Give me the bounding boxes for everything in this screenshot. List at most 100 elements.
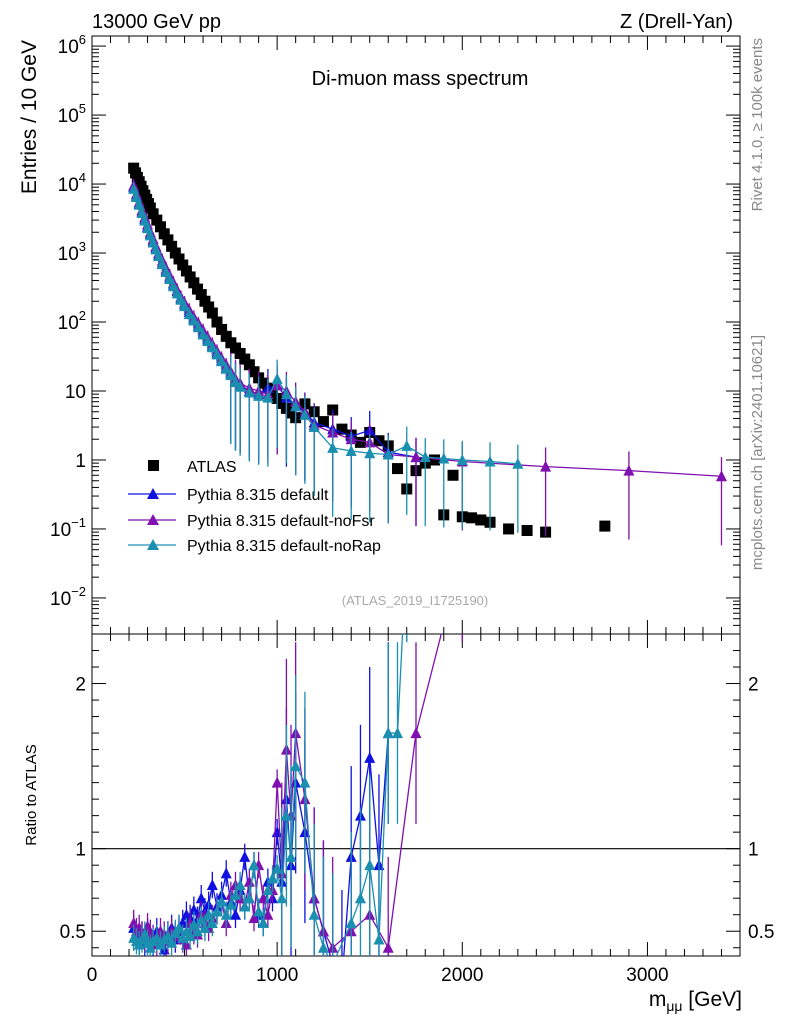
mc-data-point (271, 372, 283, 384)
atlas-data-point (162, 234, 174, 246)
ratio-data-point (285, 850, 297, 862)
atlas-data-point (503, 523, 515, 535)
ratio-data-point (239, 850, 251, 862)
y-tick-label-ratio-right: 0.5 (748, 922, 774, 943)
x-tick-label: 1000 (256, 965, 298, 986)
atlas-data-point (203, 301, 215, 313)
ratio-data-point (243, 892, 255, 904)
ratio-data-point (188, 918, 200, 930)
mc-data-point (153, 250, 165, 262)
mc-data-point (156, 258, 168, 270)
ratio-data-point (262, 883, 274, 895)
ratio-panel-frame (91, 633, 741, 957)
header-right: Z (Drell-Yan) (620, 11, 733, 33)
mc-data-point (456, 453, 468, 465)
mc-data-point (540, 460, 552, 472)
atlas-data-point (336, 423, 348, 435)
mc-data-point (290, 400, 302, 412)
mc-data-point (160, 266, 172, 278)
mc-data-point (220, 362, 232, 374)
ratio-data-point (229, 888, 241, 900)
legend-nofsr-marker (147, 514, 159, 525)
atlas-data-point (239, 353, 251, 365)
atlas-data-point (243, 359, 255, 371)
atlas-data-point (188, 277, 200, 289)
legend-atlas-label: ATLAS (187, 459, 237, 476)
ratio-data-point (220, 867, 232, 879)
mc-data-point (183, 308, 195, 320)
ratio-data-point (184, 930, 196, 942)
y-tick-label-ratio-right: 2 (748, 675, 759, 696)
mc-data-point (262, 391, 274, 403)
atlas-data-point (220, 330, 232, 342)
ratio-data-layer (128, 634, 463, 956)
mc-data-point (299, 408, 311, 420)
atlas-data-point (184, 271, 196, 283)
mc-data-point (216, 355, 228, 367)
ratio-data-point (317, 941, 329, 953)
ratio-data-point (151, 931, 163, 943)
legend-atlas-marker (148, 460, 159, 471)
mc-data-point (253, 389, 265, 401)
ratio-data-point (173, 921, 185, 933)
mc-data-point (167, 280, 179, 292)
ratio-data-point (373, 933, 385, 945)
legend-norap-label: Pythia 8.315 default-noRap (187, 538, 381, 555)
y-tick-label-main: 10 (65, 382, 86, 403)
ratio-data-point (162, 930, 174, 942)
ratio-data-point (257, 916, 269, 928)
ratio-data-point (206, 878, 218, 890)
atlas-data-point (158, 228, 170, 240)
atlas-data-point (180, 265, 192, 277)
legend-nofsr-label: Pythia 8.315 default-noFsr (187, 513, 375, 530)
mc-data-point (234, 380, 246, 392)
atlas-data-point (521, 524, 533, 536)
mc-data-point (188, 314, 200, 326)
ratio-data-point (195, 913, 207, 925)
mc-data-point (623, 464, 635, 476)
atlas-data-point (211, 316, 223, 328)
main-data-layer (128, 162, 727, 546)
mc-data-point (410, 451, 422, 463)
atlas-data-point (155, 221, 167, 233)
mc-data-point (364, 447, 376, 459)
atlas-data-point (248, 366, 260, 378)
y-tick-label-ratio: 1 (75, 840, 86, 861)
ratio-data-point (211, 905, 223, 917)
ratio-data-point (271, 862, 283, 874)
ratio-data-point (345, 916, 357, 928)
ratio-data-point (308, 908, 320, 920)
x-axis-title: mμμ [GeV] (649, 988, 742, 1014)
mc-data-point (419, 451, 431, 463)
mc-data-point (202, 335, 214, 347)
mc-data-point (197, 328, 209, 340)
ratio-data-point (248, 912, 260, 924)
atlas-data-point (169, 247, 181, 259)
ratio-data-point (192, 925, 204, 937)
y-tick-label-ratio: 0.5 (60, 922, 86, 943)
mc-data-point (484, 455, 496, 467)
ratio-data-point (382, 727, 394, 739)
ratio-data-point (276, 892, 288, 904)
atlas-data-point (234, 347, 246, 359)
mc-data-point (512, 457, 524, 469)
ratio-data-point (239, 900, 251, 912)
atlas-data-point (206, 307, 218, 319)
atlas-data-point (391, 463, 403, 475)
atlas-data-point (429, 454, 441, 466)
legend-norap-marker (147, 539, 159, 550)
mc-data-point (229, 375, 241, 387)
ratio-data-point (280, 809, 292, 821)
ratio-data-point (188, 903, 200, 915)
ratio-data-point (216, 895, 228, 907)
atlas-data-point (447, 469, 459, 481)
ratio-data-point (290, 760, 302, 772)
y-tick-label-ratio-right: 1 (748, 840, 759, 861)
ratio-data-point (220, 908, 232, 920)
ratio-data-point (225, 898, 237, 910)
atlas-data-point (147, 208, 159, 220)
ratio-data-point (410, 727, 422, 739)
ratio-data-point (248, 859, 260, 871)
y-tick-label-main: 1 (75, 451, 86, 472)
